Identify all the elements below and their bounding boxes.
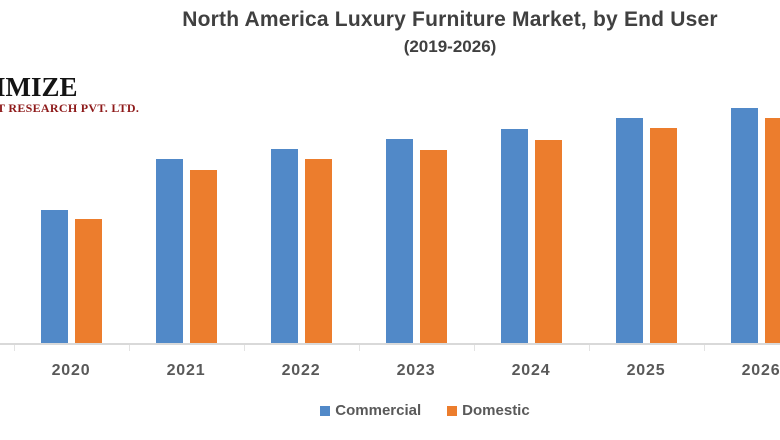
bar-domestic-2024 (534, 140, 562, 343)
axis-tick (358, 345, 360, 351)
x-axis-label-2022: 2022 (281, 362, 321, 379)
chart-subtitle: (2019-2026) (403, 37, 497, 56)
x-axis-label-2021: 2021 (166, 362, 206, 379)
x-axis-label-2020: 2020 (51, 362, 91, 379)
axis-tick (243, 345, 245, 351)
legend-item-domestic: Domestic (447, 402, 530, 419)
bar-domestic-2025 (649, 128, 677, 343)
bar-domestic-2020 (74, 219, 102, 343)
bar-commercial-2022 (270, 149, 298, 343)
axis-tick (703, 345, 705, 351)
publisher-logo-subtext: T RESEARCH PVT. LTD. (0, 101, 140, 115)
publisher-logo-text: IMIZE (0, 72, 78, 102)
legend: Commercial Domestic (70, 402, 780, 419)
x-axis-label-2025: 2025 (626, 362, 666, 379)
domestic-swatch-icon (447, 405, 458, 416)
commercial-swatch-icon (320, 405, 331, 416)
axis-tick (128, 345, 130, 351)
x-axis-label-2024: 2024 (511, 362, 551, 379)
x-axis-label-2026: 2026 (741, 362, 780, 379)
bar-commercial-2023 (385, 139, 413, 343)
axis-tick (588, 345, 590, 351)
bar-domestic-2026 (764, 118, 780, 343)
bar-commercial-2020 (40, 210, 68, 343)
bar-commercial-2024 (500, 129, 528, 343)
bar-domestic-2021 (189, 170, 217, 343)
bar-commercial-2026 (730, 108, 758, 343)
chart-title: North America Luxury Furniture Market, b… (182, 8, 718, 31)
x-axis-label-2023: 2023 (396, 362, 436, 379)
legend-item-commercial: Commercial (320, 402, 421, 419)
bar-domestic-2023 (419, 150, 447, 343)
axis-tick (473, 345, 475, 351)
bar-commercial-2025 (615, 118, 643, 343)
bar-commercial-2021 (155, 159, 183, 343)
legend-label-domestic: Domestic (462, 402, 530, 419)
legend-label-commercial: Commercial (335, 402, 422, 419)
x-axis-line (0, 343, 780, 345)
bar-domestic-2022 (304, 159, 332, 343)
axis-tick (13, 345, 15, 351)
